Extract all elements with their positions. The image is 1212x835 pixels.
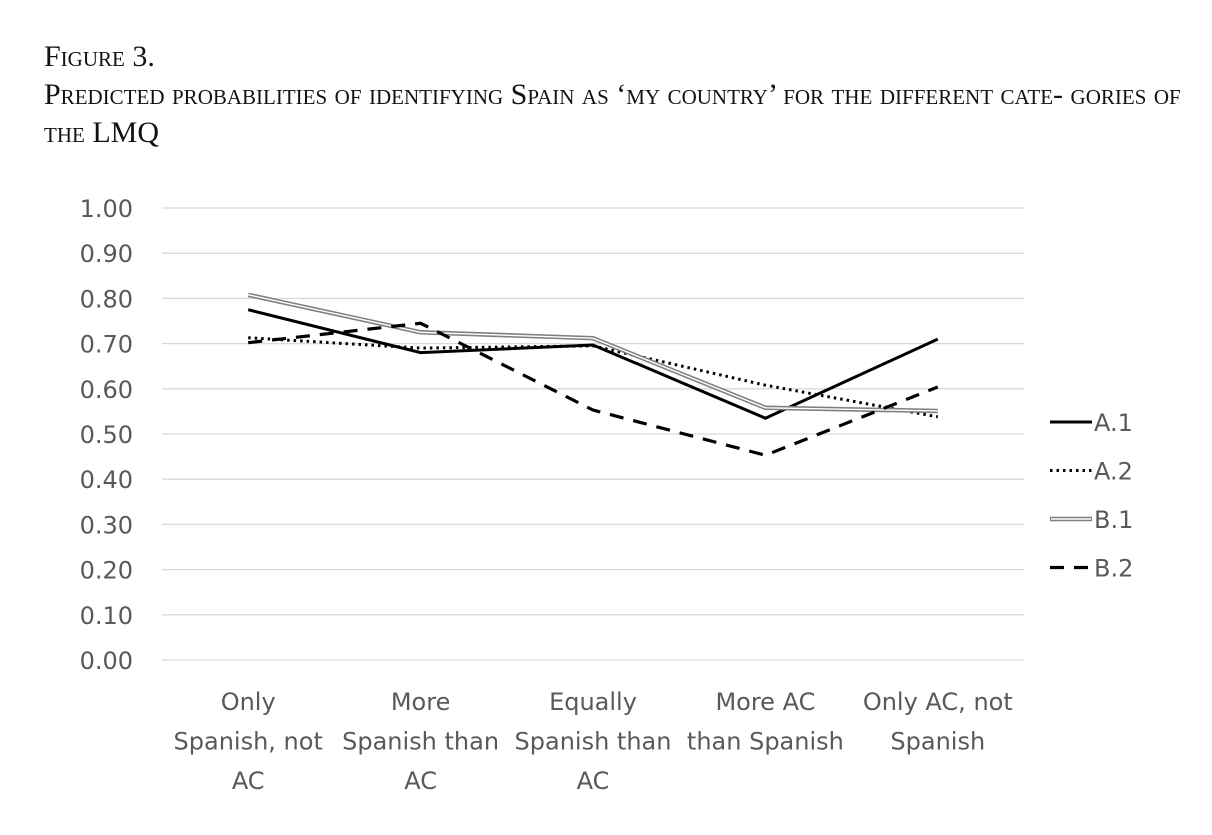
x-category-label-line: AC <box>232 767 265 795</box>
gridlines <box>162 207 1024 661</box>
legend-item: A.1 <box>1050 409 1133 437</box>
y-tick-label: 0.20 <box>80 557 133 585</box>
x-category-label: Only Spanish, not AC <box>174 688 323 795</box>
x-category-label-line: Equally <box>549 688 637 716</box>
y-tick-label: 0.00 <box>80 647 133 675</box>
y-tick-label: 0.80 <box>80 285 133 313</box>
legend-label: B.2 <box>1094 555 1133 583</box>
series-line <box>248 336 939 419</box>
y-axis-ticks: 0.00 0.10 0.20 0.30 0.40 0.50 0.60 0.70 0.80 0.90… <box>80 195 133 675</box>
y-tick-label: 0.40 <box>80 466 133 494</box>
figure-label: Figure 3. <box>44 40 155 73</box>
series-line-inner <box>248 294 938 412</box>
figure-caption: Figure 3. Predicted probabilities of ide… <box>44 38 1194 152</box>
y-tick-label: 0.70 <box>80 331 133 359</box>
legend-label: B.1 <box>1094 506 1133 534</box>
legend-item: B.2 <box>1050 555 1133 583</box>
x-category-label-line: AC <box>404 767 437 795</box>
series-a-2 <box>248 336 939 419</box>
figure-title: Predicted probabilities of identifying S… <box>44 78 1181 149</box>
y-tick-label: 0.50 <box>80 421 133 449</box>
series-b-1 <box>247 292 938 414</box>
y-tick-label: 0.10 <box>80 602 133 630</box>
x-category-label-line: More AC <box>715 688 815 716</box>
y-tick-label: 0.90 <box>80 240 133 268</box>
x-category-label-line: than Spanish <box>687 728 844 756</box>
series-line <box>248 321 939 457</box>
x-category-label-line: Spanish than <box>342 728 499 756</box>
x-category-label-line: Spanish, not <box>174 728 323 756</box>
y-tick-label: 1.00 <box>80 195 133 223</box>
legend-label: A.2 <box>1094 458 1133 486</box>
x-category-label-line: Spanish <box>890 728 985 756</box>
legend-item: B.1 <box>1050 506 1133 534</box>
legend: A.1 A.2 B.1 B.2 <box>1050 409 1133 583</box>
x-category-label-line: Only <box>221 688 276 716</box>
x-category-label-line: AC <box>577 767 610 795</box>
y-tick-label: 0.30 <box>80 511 133 539</box>
series-b-2 <box>248 321 939 457</box>
series-lines <box>247 292 939 457</box>
x-category-label-line: Only AC, not <box>863 688 1013 716</box>
x-category-label-line: Spanish than <box>515 728 672 756</box>
x-category-label: More Spanish than AC <box>342 688 499 795</box>
x-category-label: Only AC, not Spanish <box>863 688 1013 756</box>
x-category-label-line: More <box>391 688 451 716</box>
y-tick-label: 0.60 <box>80 376 133 404</box>
legend-label: A.1 <box>1094 409 1133 437</box>
legend-item: A.2 <box>1050 458 1133 486</box>
series-line <box>247 308 939 420</box>
x-category-label: More AC than Spanish <box>687 688 844 756</box>
x-category-label: Equally Spanish than AC <box>515 688 672 795</box>
series-a-1 <box>247 308 939 420</box>
series-line-outer <box>247 292 938 414</box>
